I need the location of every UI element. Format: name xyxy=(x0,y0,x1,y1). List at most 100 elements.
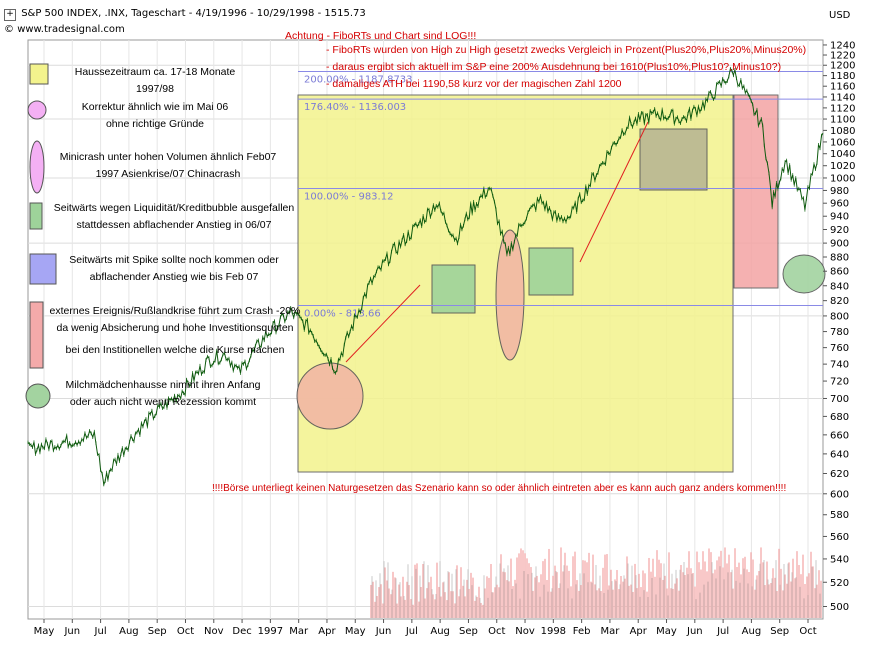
legend-text-korrektur: Korrektur ähnlich wie im Mai 06 ohne ric… xyxy=(55,99,255,133)
fibo-label: 200.00% - 1187.8733 xyxy=(304,75,413,86)
y-tick-label: 1160 xyxy=(830,82,855,93)
legend-line: ohne richtige Gründe xyxy=(105,118,205,130)
legend-green-circle xyxy=(25,383,51,409)
sideways-rect-2 xyxy=(528,247,574,296)
y-tick-label: 1020 xyxy=(830,161,855,172)
y-tick-label: 1040 xyxy=(830,149,855,160)
x-tick-label: Nov xyxy=(204,626,224,637)
y-tick-label: 660 xyxy=(830,430,849,441)
x-tick-label: Jun xyxy=(686,626,703,637)
legend-line: stattdessen abflachender Anstieg in 06/0… xyxy=(76,219,272,231)
x-tick-label: Aug xyxy=(742,626,762,637)
y-tick-label: 680 xyxy=(830,412,849,423)
legend-green-rect xyxy=(29,202,43,230)
y-tick-label: 1200 xyxy=(830,61,855,72)
legend-line: oder auch nicht wenn Rezession kommt xyxy=(69,396,257,408)
y-tick-label: 780 xyxy=(830,327,849,338)
legend-yellow-rect xyxy=(29,63,49,85)
x-tick-label: 1997 xyxy=(258,626,283,637)
chart-title: S&P 500 INDEX, .INX, Tageschart - 4/19/1… xyxy=(21,8,366,19)
note-extension: - daraus ergibt sich aktuell im S&P eine… xyxy=(326,61,782,73)
y-tick-label: 740 xyxy=(830,360,849,371)
x-tick-label: Dec xyxy=(232,626,251,637)
x-tick-label: Jul xyxy=(716,626,729,637)
legend-line: Haussezeitraum ca. 17-18 Monate 1997/98 xyxy=(74,66,236,95)
x-tick-label: Apr xyxy=(630,626,648,637)
y-tick-label: 860 xyxy=(830,267,849,278)
y-tick-label: 820 xyxy=(830,296,849,307)
y-tick-label: 980 xyxy=(830,186,849,197)
y-tick-label: 760 xyxy=(830,343,849,354)
annotation-shapes xyxy=(296,94,826,473)
x-tick-label: Aug xyxy=(430,626,450,637)
y-tick-label: 900 xyxy=(830,239,849,250)
y-tick-label: 840 xyxy=(830,281,849,292)
y-tick-label: 1120 xyxy=(830,103,855,114)
x-tick-label: Sep xyxy=(770,626,789,637)
x-tick-label: Oct xyxy=(799,626,816,637)
correction-circle xyxy=(296,362,364,430)
legend-text-hausse: Haussezeitraum ca. 17-18 Monate 1997/98 xyxy=(55,64,255,98)
x-tick-label: Mar xyxy=(600,626,620,637)
y-tick-label: 520 xyxy=(830,578,849,589)
y-tick-label: 560 xyxy=(830,532,849,543)
x-tick-label: Apr xyxy=(318,626,336,637)
legend-line: Seitwärts wegen Liquidität/Kreditbubble … xyxy=(53,202,295,214)
y-tick-label: 720 xyxy=(830,377,849,388)
legend-line: Milchmädchenhausse nimmt ihren Anfang xyxy=(65,379,261,391)
legend-line: Korrektur ähnlich wie im Mai 06 xyxy=(81,101,229,113)
x-tick-label: Jun xyxy=(63,626,80,637)
legend-line: da wenig Absicherung und hohe Investitio… xyxy=(56,322,294,334)
y-tick-label: 640 xyxy=(830,449,849,460)
y-tick-label: 800 xyxy=(830,311,849,322)
legend-text-minicrash: Minicrash unter hohen Volumen ähnlich Fe… xyxy=(48,149,288,183)
sideways-rect-3 xyxy=(639,128,708,191)
note-log: Achtung - FiboRTs und Chart sind LOG!!! xyxy=(285,30,477,42)
x-tick-label: May xyxy=(656,626,677,637)
y-tick-label: 1080 xyxy=(830,126,855,137)
trend-line xyxy=(345,284,421,363)
legend-line: 1997 Asienkrise/07 Chinacrash xyxy=(95,168,241,180)
y-tick-label: 580 xyxy=(830,510,849,521)
y-tick-label: 540 xyxy=(830,554,849,565)
collapse-icon[interactable]: + xyxy=(4,9,16,21)
x-tick-label: Jun xyxy=(375,626,392,637)
y-tick-label: 880 xyxy=(830,252,849,263)
legend-text-seitwaerts-green: Seitwärts wegen Liquidität/Kreditbubble … xyxy=(44,200,304,234)
y-tick-label: 1240 xyxy=(830,40,855,51)
y-tick-label: 600 xyxy=(830,489,849,500)
y-tick-label: 1060 xyxy=(830,137,855,148)
currency-label: USD xyxy=(829,10,851,21)
x-tick-label: Oct xyxy=(488,626,505,637)
x-tick-label: Oct xyxy=(177,626,194,637)
x-tick-label: May xyxy=(34,626,55,637)
legend-line: Minicrash unter hohen Volumen ähnlich Fe… xyxy=(59,151,277,163)
legend-text-seitwaerts-blue: Seitwärts mit Spike sollte noch kommen o… xyxy=(44,252,304,286)
y-tick-label: 500 xyxy=(830,602,849,613)
legend-line: Seitwärts mit Spike sollte noch kommen o… xyxy=(69,254,279,266)
plot-frame xyxy=(27,39,824,620)
trend-lines xyxy=(345,121,649,363)
y-tick-label: 1000 xyxy=(830,173,855,184)
volume-bars xyxy=(370,547,822,618)
legend-shapes xyxy=(25,63,57,409)
x-tick-label: Aug xyxy=(119,626,139,637)
milchmaedchen-circle xyxy=(782,254,826,294)
x-tick-label: Nov xyxy=(515,626,535,637)
x-tick-label: Sep xyxy=(148,626,167,637)
x-tick-label: Sep xyxy=(459,626,478,637)
legend-line: bei den Institionellen welche die Kurse … xyxy=(65,344,285,356)
crash-rect xyxy=(733,94,779,289)
website: www.tradesignal.com xyxy=(17,24,125,35)
legend-red-rect xyxy=(29,301,44,369)
legend-blue-rect xyxy=(29,253,57,285)
x-tick-label: May xyxy=(345,626,366,637)
y-tick-label: 700 xyxy=(830,394,849,405)
price-series xyxy=(27,66,824,487)
website-row: © www.tradesignal.com xyxy=(4,24,125,35)
y-tick-label: 1140 xyxy=(830,92,855,103)
legend-line: abflachender Anstieg wie bis Feb 07 xyxy=(89,271,259,283)
axes: 500 520 540 560 580 600 620 640 660 680 700 720 740 7… xyxy=(34,40,856,637)
legend-text-milchmaedchen: Milchmädchenhausse nimmt ihren Anfang od… xyxy=(48,377,278,411)
